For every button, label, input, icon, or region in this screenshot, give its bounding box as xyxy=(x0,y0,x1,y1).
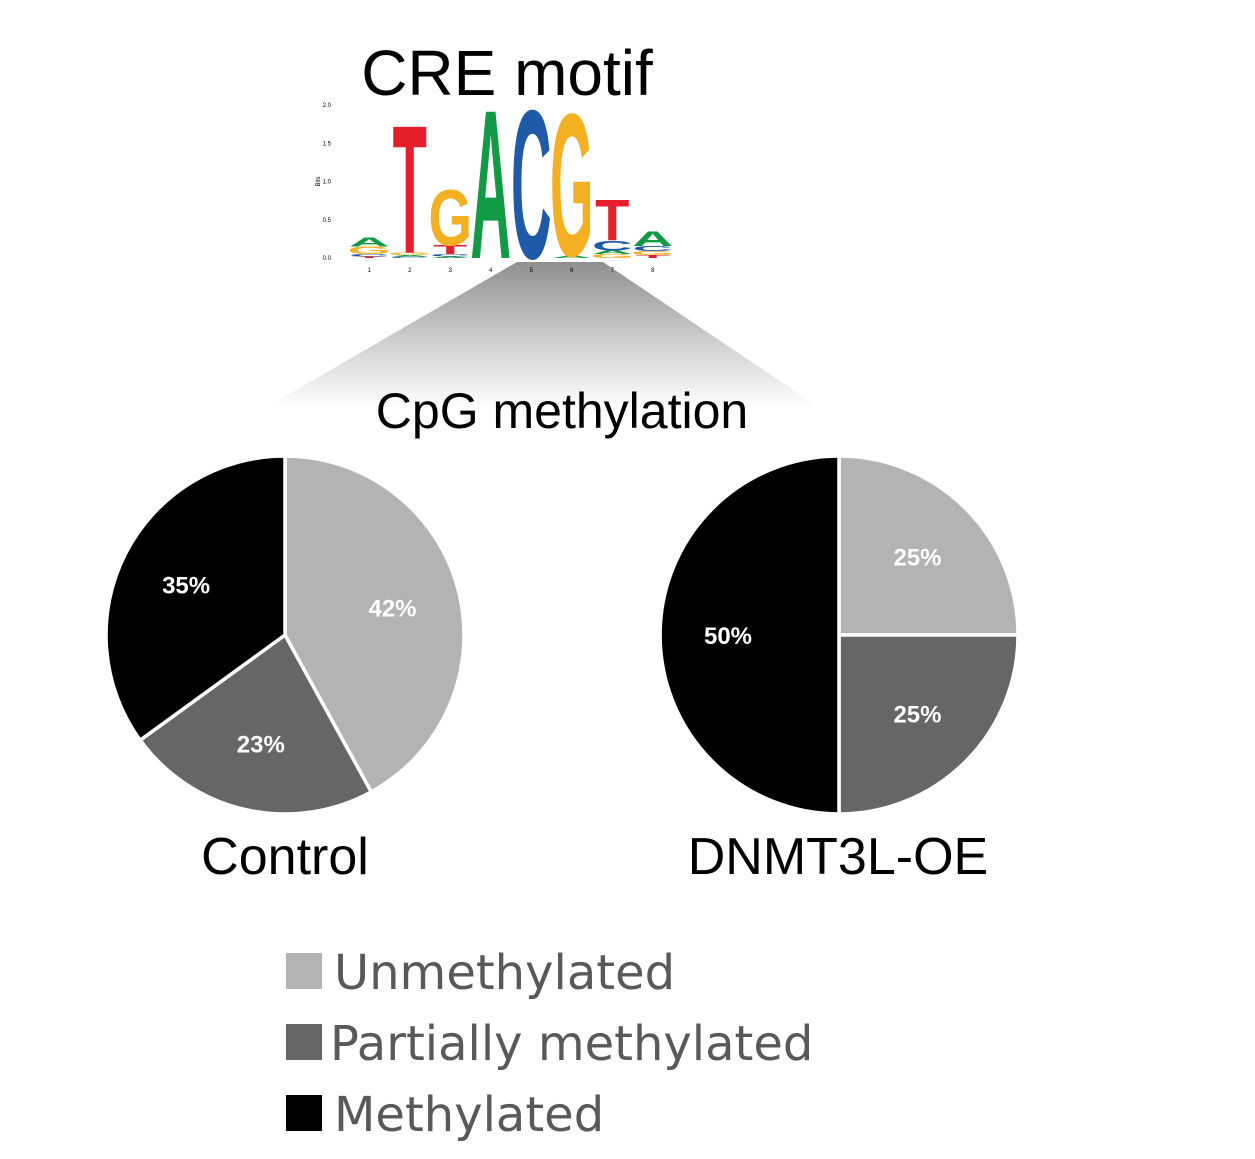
legend-swatch-unmethylated xyxy=(286,953,322,989)
logo-x-tick: 4 xyxy=(489,268,493,274)
logo-letter-t-pos-3: T xyxy=(433,243,467,257)
legend: Unmethylated Partially methylated Methyl… xyxy=(286,945,813,1143)
logo-letter-c-pos-8: C xyxy=(633,245,673,253)
pie-slice-label: 25% xyxy=(893,545,941,572)
logo-letter-a-pos-7: A xyxy=(592,250,632,256)
logo-letter-g-pos-6: G xyxy=(550,72,594,300)
pie-slice-unmethylated xyxy=(283,454,466,794)
legend-swatch-partially-methylated xyxy=(286,1024,322,1060)
pie-slice-unmethylated xyxy=(837,454,1020,637)
pie-slice-partially-methylated xyxy=(138,633,373,816)
logo-x-ticks: 1 2 3 4 5 6 7 8 xyxy=(368,268,656,274)
logo-letter-c-pos-2: C xyxy=(390,256,430,258)
pie-slice-label: 42% xyxy=(368,595,416,622)
logo-letter-a-pos-4: A xyxy=(471,65,511,303)
logo-y-tick: 0.0 xyxy=(323,256,332,262)
logo-x-tick: 8 xyxy=(651,268,655,274)
pie-caption-control: Control xyxy=(201,828,369,886)
pie-slice-methylated xyxy=(104,454,287,742)
logo-x-tick: 2 xyxy=(408,268,412,274)
pie-dnmt3l-oe: 25% 25% 50% xyxy=(658,454,1020,816)
logo-letter-t-pos-7: T xyxy=(595,188,629,253)
logo-letter-c-pos-1: C xyxy=(349,254,389,258)
logo-letter-a-pos-1: A xyxy=(349,235,389,249)
logo-letter-g-pos-3: G xyxy=(428,173,472,262)
pie-caption-dnmt3l-oe: DNMT3L-OE xyxy=(688,828,988,886)
logo-letter-t-pos-2: T xyxy=(393,88,427,292)
logo-x-tick: 3 xyxy=(449,268,453,274)
logo-letter-a-pos-8: A xyxy=(633,227,673,251)
logo-y-tick: 2.0 xyxy=(323,103,332,109)
logo-letter-a-pos-6: A xyxy=(552,255,592,259)
logo-letter-t-pos-8: T xyxy=(636,254,670,259)
legend-swatch-methylated xyxy=(286,1095,322,1131)
logo-y-tick: 1.0 xyxy=(323,180,332,186)
logo-x-tick: 5 xyxy=(530,268,534,274)
logo-letter-c-pos-5: C xyxy=(511,65,551,303)
logo-letter-c-pos-3: C xyxy=(430,254,470,258)
pie-slice-partially-methylated xyxy=(837,633,1020,816)
zoom-cone xyxy=(265,262,820,408)
pie-slice-label: 25% xyxy=(893,701,941,728)
logo-y-axis-label: Bits xyxy=(316,176,322,186)
legend-label-methylated: Methylated xyxy=(334,1087,604,1143)
logo-y-tick: 1.5 xyxy=(323,141,332,147)
section-title: CpG methylation xyxy=(376,383,748,439)
pie-slice-label: 50% xyxy=(704,623,752,650)
logo-letter-a-pos-3: A xyxy=(430,256,470,258)
logo-x-tick: 6 xyxy=(570,268,574,274)
logo-y-tick: 0.5 xyxy=(323,218,332,224)
pie-slice-methylated xyxy=(658,454,841,816)
logo-x-tick: 1 xyxy=(368,268,372,274)
pie-slice-label: 35% xyxy=(162,573,210,600)
motif-title: CRE motif xyxy=(361,37,653,109)
logo-letter-g-pos-8: G xyxy=(631,250,675,256)
logo-letter-c-pos-7: C xyxy=(592,238,632,254)
logo-y-axis: 0.0 0.5 1.0 1.5 2.0 Bits xyxy=(316,103,332,262)
logo-letter-a-pos-2: A xyxy=(390,255,430,257)
logo-letter-g-pos-1: G xyxy=(347,244,391,256)
legend-label-unmethylated: Unmethylated xyxy=(334,945,675,1001)
logo-letter-g-pos-2: G xyxy=(388,252,432,256)
pie-slice-label: 23% xyxy=(237,731,285,758)
logo-x-tick: 7 xyxy=(611,268,615,274)
legend-label-partially-methylated: Partially methylated xyxy=(330,1016,813,1072)
logo-letter-t-pos-1: T xyxy=(352,256,386,258)
logo-letter-g-pos-7: G xyxy=(590,253,634,259)
pie-control: 42% 23% 35% xyxy=(104,454,466,816)
